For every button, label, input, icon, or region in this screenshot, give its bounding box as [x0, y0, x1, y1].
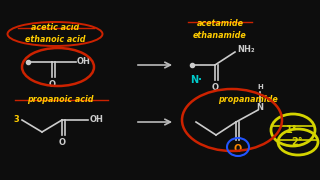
Text: N·: N· [190, 75, 202, 85]
Text: N: N [257, 103, 263, 112]
Text: ethanamide: ethanamide [193, 30, 247, 39]
Text: 2°: 2° [291, 137, 303, 147]
Text: acetamide: acetamide [196, 19, 244, 28]
Text: O: O [212, 83, 219, 92]
Text: 1°: 1° [286, 125, 298, 135]
Text: O: O [234, 144, 242, 154]
Text: O: O [59, 138, 66, 147]
Text: NH₂: NH₂ [237, 46, 255, 55]
Text: O: O [49, 80, 55, 89]
Text: OH: OH [90, 116, 104, 125]
Text: ethanoic acid: ethanoic acid [25, 35, 85, 44]
Text: propanamide: propanamide [218, 96, 278, 105]
Text: acetic acid: acetic acid [31, 24, 79, 33]
Text: 3: 3 [13, 116, 19, 125]
Text: OH: OH [77, 57, 91, 66]
Text: propanoic acid: propanoic acid [27, 96, 93, 105]
Text: H: H [257, 84, 263, 90]
